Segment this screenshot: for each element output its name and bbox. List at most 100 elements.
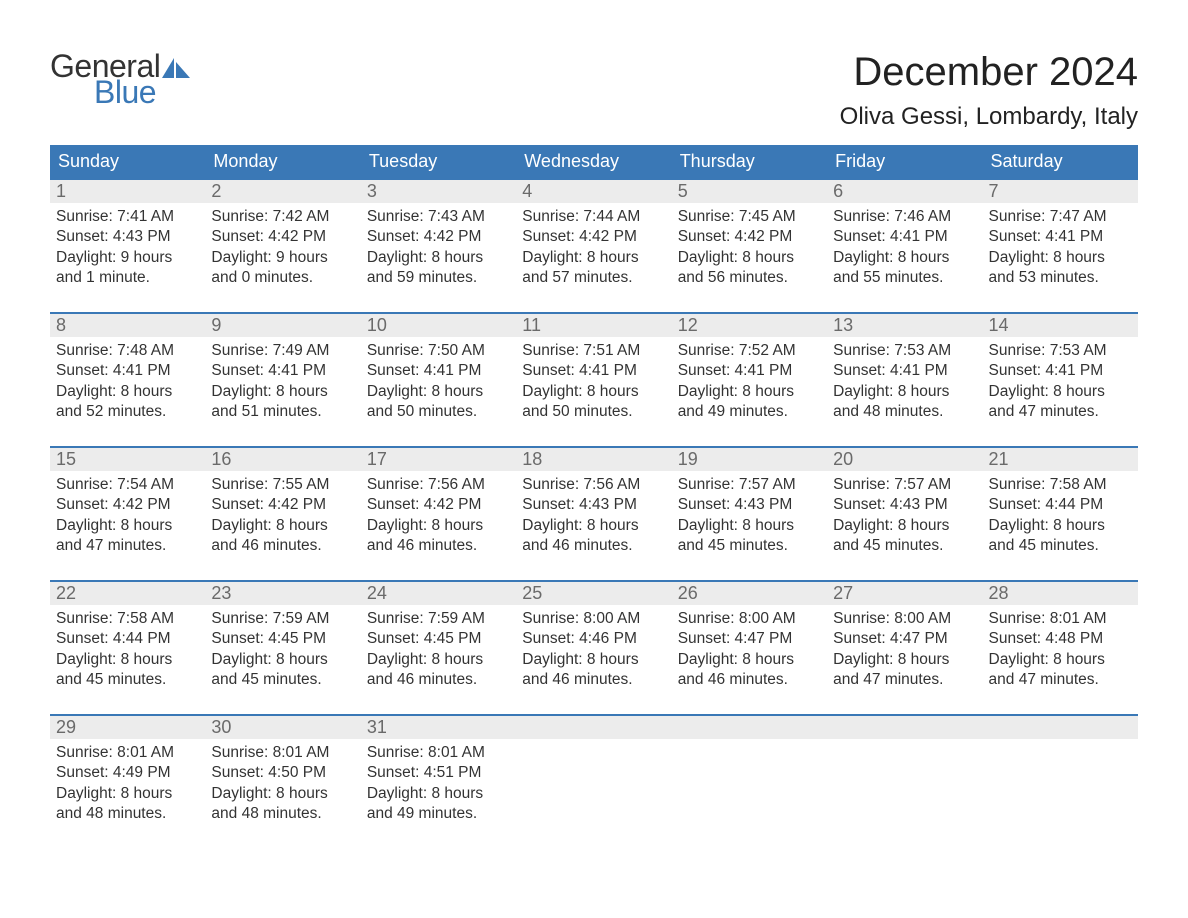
sunrise-line: Sunrise: 7:54 AM	[56, 475, 199, 495]
weekday-header: Wednesday	[516, 145, 671, 178]
daylight-line: Daylight: 8 hours and 45 minutes.	[833, 516, 976, 557]
day-body: Sunrise: 7:51 AMSunset: 4:41 PMDaylight:…	[516, 337, 671, 429]
sunrise-line: Sunrise: 7:57 AM	[833, 475, 976, 495]
brand-word-2: Blue	[94, 76, 160, 108]
day-number: 29	[50, 716, 205, 739]
sunset-line: Sunset: 4:41 PM	[989, 361, 1132, 381]
day-body: Sunrise: 7:59 AMSunset: 4:45 PMDaylight:…	[205, 605, 360, 697]
sunset-line: Sunset: 4:42 PM	[211, 495, 354, 515]
day-number: 19	[672, 448, 827, 471]
sunset-line: Sunset: 4:41 PM	[989, 227, 1132, 247]
location-subtitle: Oliva Gessi, Lombardy, Italy	[840, 103, 1138, 131]
day-number: 9	[205, 314, 360, 337]
sunrise-line: Sunrise: 7:53 AM	[833, 341, 976, 361]
daylight-line: Daylight: 8 hours and 45 minutes.	[56, 650, 199, 691]
day-body: Sunrise: 7:56 AMSunset: 4:42 PMDaylight:…	[361, 471, 516, 563]
brand-logo: General Blue	[50, 50, 192, 108]
daylight-line: Daylight: 8 hours and 51 minutes.	[211, 382, 354, 423]
day-number: .	[516, 716, 671, 739]
day-body: Sunrise: 7:49 AMSunset: 4:41 PMDaylight:…	[205, 337, 360, 429]
sunset-line: Sunset: 4:41 PM	[833, 227, 976, 247]
weekday-header: Friday	[827, 145, 982, 178]
day-cell: 8Sunrise: 7:48 AMSunset: 4:41 PMDaylight…	[50, 314, 205, 432]
sunset-line: Sunset: 4:42 PM	[522, 227, 665, 247]
sunrise-line: Sunrise: 7:41 AM	[56, 207, 199, 227]
daylight-line: Daylight: 8 hours and 47 minutes.	[833, 650, 976, 691]
header: General Blue December 2024 Oliva Gessi, …	[50, 50, 1138, 131]
day-body: Sunrise: 7:45 AMSunset: 4:42 PMDaylight:…	[672, 203, 827, 295]
day-cell: 14Sunrise: 7:53 AMSunset: 4:41 PMDayligh…	[983, 314, 1138, 432]
day-body: Sunrise: 7:44 AMSunset: 4:42 PMDaylight:…	[516, 203, 671, 295]
day-body: Sunrise: 7:41 AMSunset: 4:43 PMDaylight:…	[50, 203, 205, 295]
daylight-line: Daylight: 8 hours and 50 minutes.	[522, 382, 665, 423]
day-number: 30	[205, 716, 360, 739]
weekday-header: Thursday	[672, 145, 827, 178]
day-body: Sunrise: 7:56 AMSunset: 4:43 PMDaylight:…	[516, 471, 671, 563]
day-number: 11	[516, 314, 671, 337]
day-cell: 20Sunrise: 7:57 AMSunset: 4:43 PMDayligh…	[827, 448, 982, 566]
day-cell: .	[516, 716, 671, 834]
day-number: .	[672, 716, 827, 739]
day-body: Sunrise: 7:58 AMSunset: 4:44 PMDaylight:…	[983, 471, 1138, 563]
day-body: Sunrise: 7:42 AMSunset: 4:42 PMDaylight:…	[205, 203, 360, 295]
sunset-line: Sunset: 4:46 PM	[522, 629, 665, 649]
daylight-line: Daylight: 8 hours and 46 minutes.	[211, 516, 354, 557]
day-number: 3	[361, 180, 516, 203]
day-cell: 1Sunrise: 7:41 AMSunset: 4:43 PMDaylight…	[50, 180, 205, 298]
day-body: Sunrise: 8:00 AMSunset: 4:47 PMDaylight:…	[672, 605, 827, 697]
day-number: 5	[672, 180, 827, 203]
day-body: Sunrise: 8:01 AMSunset: 4:49 PMDaylight:…	[50, 739, 205, 831]
sunset-line: Sunset: 4:41 PM	[522, 361, 665, 381]
daylight-line: Daylight: 8 hours and 47 minutes.	[989, 650, 1132, 691]
day-cell: 18Sunrise: 7:56 AMSunset: 4:43 PMDayligh…	[516, 448, 671, 566]
sunrise-line: Sunrise: 7:45 AM	[678, 207, 821, 227]
day-number: 28	[983, 582, 1138, 605]
sunset-line: Sunset: 4:45 PM	[211, 629, 354, 649]
day-body: Sunrise: 8:01 AMSunset: 4:48 PMDaylight:…	[983, 605, 1138, 697]
sunset-line: Sunset: 4:42 PM	[678, 227, 821, 247]
day-cell: 7Sunrise: 7:47 AMSunset: 4:41 PMDaylight…	[983, 180, 1138, 298]
day-cell: 31Sunrise: 8:01 AMSunset: 4:51 PMDayligh…	[361, 716, 516, 834]
daylight-line: Daylight: 8 hours and 46 minutes.	[367, 516, 510, 557]
day-cell: 4Sunrise: 7:44 AMSunset: 4:42 PMDaylight…	[516, 180, 671, 298]
sunrise-line: Sunrise: 8:00 AM	[522, 609, 665, 629]
day-number: .	[983, 716, 1138, 739]
sunrise-line: Sunrise: 7:48 AM	[56, 341, 199, 361]
day-body: Sunrise: 7:59 AMSunset: 4:45 PMDaylight:…	[361, 605, 516, 697]
daylight-line: Daylight: 8 hours and 45 minutes.	[678, 516, 821, 557]
day-number: 21	[983, 448, 1138, 471]
sunrise-line: Sunrise: 7:44 AM	[522, 207, 665, 227]
daylight-line: Daylight: 8 hours and 49 minutes.	[367, 784, 510, 825]
daylight-line: Daylight: 8 hours and 50 minutes.	[367, 382, 510, 423]
day-cell: 29Sunrise: 8:01 AMSunset: 4:49 PMDayligh…	[50, 716, 205, 834]
day-cell: 19Sunrise: 7:57 AMSunset: 4:43 PMDayligh…	[672, 448, 827, 566]
sunrise-line: Sunrise: 7:53 AM	[989, 341, 1132, 361]
day-cell: 28Sunrise: 8:01 AMSunset: 4:48 PMDayligh…	[983, 582, 1138, 700]
day-body: Sunrise: 7:58 AMSunset: 4:44 PMDaylight:…	[50, 605, 205, 697]
day-number: 22	[50, 582, 205, 605]
day-number: 24	[361, 582, 516, 605]
day-number: 15	[50, 448, 205, 471]
daylight-line: Daylight: 8 hours and 59 minutes.	[367, 248, 510, 289]
day-cell: 21Sunrise: 7:58 AMSunset: 4:44 PMDayligh…	[983, 448, 1138, 566]
sunset-line: Sunset: 4:44 PM	[56, 629, 199, 649]
day-cell: 2Sunrise: 7:42 AMSunset: 4:42 PMDaylight…	[205, 180, 360, 298]
day-body: Sunrise: 7:43 AMSunset: 4:42 PMDaylight:…	[361, 203, 516, 295]
sunrise-line: Sunrise: 7:43 AM	[367, 207, 510, 227]
day-cell: 17Sunrise: 7:56 AMSunset: 4:42 PMDayligh…	[361, 448, 516, 566]
daylight-line: Daylight: 9 hours and 0 minutes.	[211, 248, 354, 289]
sunrise-line: Sunrise: 7:59 AM	[211, 609, 354, 629]
day-number: 16	[205, 448, 360, 471]
sunrise-line: Sunrise: 7:51 AM	[522, 341, 665, 361]
day-number: 17	[361, 448, 516, 471]
weekday-header: Saturday	[983, 145, 1138, 178]
day-cell: .	[672, 716, 827, 834]
day-number: 27	[827, 582, 982, 605]
sunrise-line: Sunrise: 7:57 AM	[678, 475, 821, 495]
day-body: Sunrise: 8:01 AMSunset: 4:51 PMDaylight:…	[361, 739, 516, 831]
day-body: Sunrise: 7:47 AMSunset: 4:41 PMDaylight:…	[983, 203, 1138, 295]
sunset-line: Sunset: 4:41 PM	[678, 361, 821, 381]
sunrise-line: Sunrise: 7:49 AM	[211, 341, 354, 361]
sunrise-line: Sunrise: 7:52 AM	[678, 341, 821, 361]
sunrise-line: Sunrise: 7:59 AM	[367, 609, 510, 629]
